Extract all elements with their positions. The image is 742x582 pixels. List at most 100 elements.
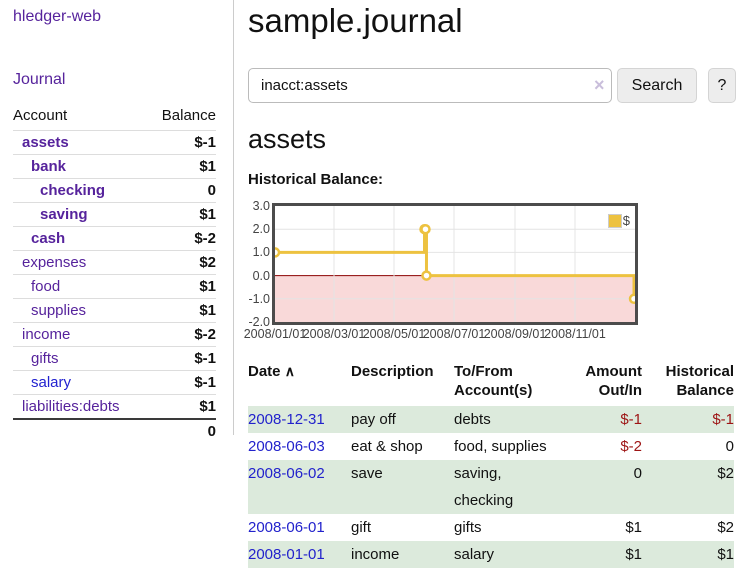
account-row: assets $-1 <box>13 130 216 155</box>
txn-description: income <box>351 546 400 563</box>
txn-balance: 0 <box>725 438 734 455</box>
account-link-assets[interactable]: assets <box>22 134 69 151</box>
txn-accounts: saving, checking <box>454 465 514 509</box>
txn-accounts: salary <box>454 546 495 563</box>
txn-date-link[interactable]: 2008-12-31 <box>248 411 325 428</box>
txn-description: pay off <box>351 411 396 428</box>
app-logo-link[interactable]: hledger-web <box>13 8 102 25</box>
account-row: bank $1 <box>13 154 216 179</box>
sidebar-divider <box>233 0 234 435</box>
x-tick-label: 2008/09/01 <box>483 327 547 341</box>
chart-legend: $ <box>607 213 630 228</box>
transaction-row: 2008-06-01 gift gifts $1 $2 <box>248 514 734 541</box>
txn-date-link[interactable]: 2008-01-01 <box>248 546 325 563</box>
txn-balance: $2 <box>717 465 734 482</box>
column-header-account: To/From Account(s) <box>454 363 533 399</box>
account-row: income $-2 <box>13 322 216 347</box>
y-tick-label: 0.0 <box>252 268 270 283</box>
txn-description: gift <box>351 519 372 536</box>
balance-chart: $ 3.0 2.0 1.0 0.0 -1.0 -2.0 2008/01/01 2008/03/… <box>234 196 742 348</box>
x-tick-label: 2008/11/01 <box>544 327 606 341</box>
txn-accounts: food, supplies <box>454 438 547 455</box>
account-balance: $-2 <box>147 226 216 251</box>
help-button[interactable]: ? <box>708 68 736 103</box>
account-balance: $-1 <box>147 370 216 395</box>
account-balance: $1 <box>147 274 216 299</box>
x-tick-label: 2008/07/01 <box>422 327 486 341</box>
column-header-balance: Historical Balance <box>665 363 734 399</box>
account-row: gifts $-1 <box>13 346 216 371</box>
txn-amount: $-2 <box>620 438 642 455</box>
account-balance: $1 <box>147 298 216 323</box>
account-link-checking[interactable]: checking <box>40 182 106 199</box>
legend-label: $ <box>622 213 630 228</box>
y-tick-label: 3.0 <box>252 199 270 213</box>
account-row: food $1 <box>13 274 216 299</box>
account-row: cash $-2 <box>13 226 216 251</box>
search-button[interactable]: Search <box>617 68 697 103</box>
account-link-cash[interactable]: cash <box>31 230 66 247</box>
transaction-row: 2008-12-31 pay off debts $-1 $-1 <box>248 406 734 433</box>
txn-date-link[interactable]: 2008-06-01 <box>248 519 325 536</box>
accounts-total-row: 0 <box>13 418 216 443</box>
y-tick-label: -1.0 <box>248 291 270 306</box>
txn-balance: $-1 <box>712 411 734 428</box>
txn-balance: $1 <box>717 546 734 563</box>
column-header-amount: Amount Out/In <box>585 363 642 399</box>
account-balance: $-1 <box>147 346 216 371</box>
accounts-table: Account Balance assets $-1 bank $1 check… <box>13 104 216 443</box>
chart-plot[interactable]: $ <box>272 203 638 325</box>
account-row: supplies $1 <box>13 298 216 323</box>
txn-balance: $2 <box>717 519 734 536</box>
accounts-header-account: Account <box>13 107 68 124</box>
account-link-food[interactable]: food <box>31 278 61 295</box>
clear-search-icon[interactable]: × <box>594 75 605 95</box>
account-heading: assets <box>248 124 327 154</box>
account-balance: $-1 <box>147 130 216 155</box>
account-link-supplies[interactable]: supplies <box>31 302 87 319</box>
txn-amount: $1 <box>625 546 642 563</box>
transaction-row: 2008-06-03 eat & shop food, supplies $-2… <box>248 433 734 460</box>
account-row: checking 0 <box>13 178 216 203</box>
transaction-row: 2008-01-01 income salary $1 $1 <box>248 541 734 568</box>
y-tick-label: 1.0 <box>252 245 270 260</box>
chart-title: Historical Balance: <box>248 171 384 188</box>
chart-canvas <box>275 206 635 322</box>
date-header-label: Date <box>248 363 281 380</box>
account-link-salary[interactable]: salary <box>31 374 72 391</box>
search-input[interactable] <box>248 68 612 103</box>
account-link-bank[interactable]: bank <box>31 158 67 175</box>
page-title: sample.journal <box>248 2 463 39</box>
account-link-gifts[interactable]: gifts <box>31 350 59 367</box>
account-row: liabilities:debts $1 <box>13 394 216 419</box>
accounts-panel: Account Balance assets $-1 bank $1 check… <box>13 104 216 443</box>
account-balance: $1 <box>147 154 216 179</box>
txn-accounts: gifts <box>454 519 482 536</box>
y-tick-label: -2.0 <box>248 315 270 329</box>
txn-date-link[interactable]: 2008-06-03 <box>248 438 325 455</box>
account-row: saving $1 <box>13 202 216 227</box>
legend-swatch-icon <box>607 213 622 228</box>
account-link-saving[interactable]: saving <box>40 206 88 223</box>
txn-description: eat & shop <box>351 438 423 455</box>
sort-asc-icon: ∧ <box>284 363 295 379</box>
account-link-expenses[interactable]: expenses <box>22 254 87 271</box>
account-row: expenses $2 <box>13 250 216 275</box>
account-balance: 0 <box>147 178 216 203</box>
txn-amount: $-1 <box>620 411 642 428</box>
transactions-panel: Date ∧ Description To/From Account(s) Am… <box>248 360 734 568</box>
x-tick-label: 2008/01/01 <box>243 327 307 341</box>
x-tick-label: 2008/03/01 <box>302 327 366 341</box>
column-header-date[interactable]: Date ∧ <box>248 360 351 406</box>
accounts-header-row: Account Balance <box>13 104 216 131</box>
account-link-income[interactable]: income <box>22 326 71 343</box>
txn-description: save <box>351 465 383 482</box>
account-balance: $2 <box>147 250 216 275</box>
account-link-liabilities-debts[interactable]: liabilities:debts <box>22 398 120 415</box>
txn-amount: 0 <box>633 465 642 482</box>
sidebar-item-journal[interactable]: Journal <box>13 71 66 88</box>
txn-date-link[interactable]: 2008-06-02 <box>248 465 325 482</box>
account-row: salary $-1 <box>13 370 216 395</box>
txn-accounts: debts <box>454 411 491 428</box>
